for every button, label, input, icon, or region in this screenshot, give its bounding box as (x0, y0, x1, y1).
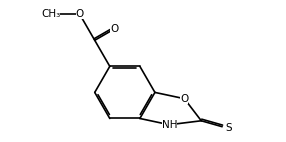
Text: O: O (110, 24, 118, 34)
Text: O: O (180, 94, 188, 104)
Text: CH₃: CH₃ (41, 9, 60, 19)
Text: S: S (226, 123, 233, 133)
Text: O: O (76, 9, 84, 19)
Text: NH: NH (162, 120, 177, 130)
